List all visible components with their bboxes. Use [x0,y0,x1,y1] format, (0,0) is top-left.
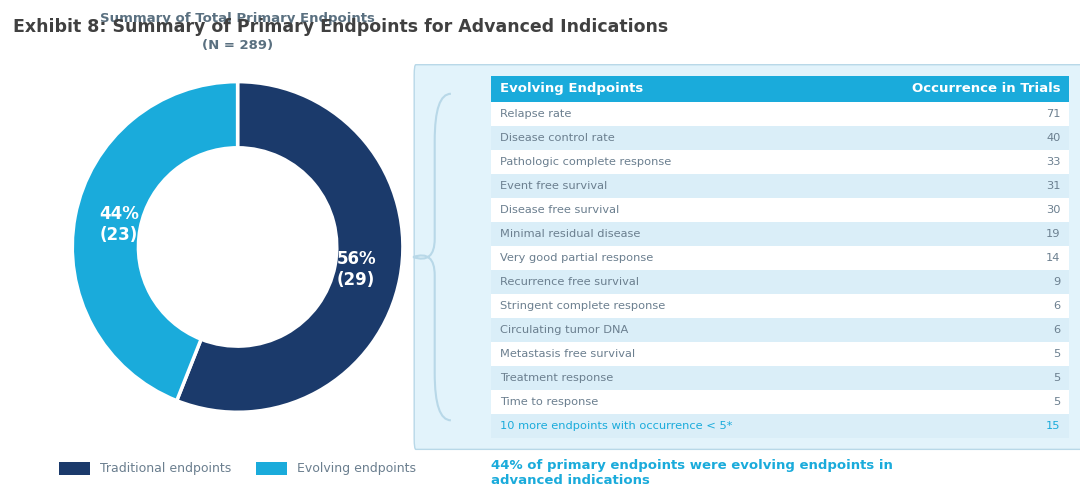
Bar [491,318,1069,342]
Bar [491,294,1069,318]
Text: 31: 31 [1047,181,1061,191]
Text: 44% of primary endpoints were evolving endpoints in
advanced indications: 44% of primary endpoints were evolving e… [491,459,893,487]
Text: Metastasis free survival: Metastasis free survival [500,349,635,359]
Text: Occurrence in Trials: Occurrence in Trials [912,82,1061,95]
Text: Very good partial response: Very good partial response [500,253,653,263]
Text: 19: 19 [1047,229,1061,239]
Text: 14: 14 [1047,253,1061,263]
Bar [491,414,1069,438]
Text: Disease free survival: Disease free survival [500,205,619,215]
Text: 6: 6 [1053,301,1061,311]
Wedge shape [72,82,238,401]
Text: 5: 5 [1053,373,1061,384]
Bar [491,198,1069,222]
Bar [491,342,1069,366]
Text: Evolving Endpoints: Evolving Endpoints [500,82,644,95]
Legend: Traditional endpoints, Evolving endpoints: Traditional endpoints, Evolving endpoint… [54,457,421,480]
Text: 9: 9 [1053,277,1061,287]
Text: Summary of Total Primary Endpoints: Summary of Total Primary Endpoints [100,12,375,25]
Bar [491,246,1069,270]
Text: Treatment response: Treatment response [500,373,613,384]
Text: 56%
(29): 56% (29) [336,250,376,289]
Text: Circulating tumor DNA: Circulating tumor DNA [500,325,629,335]
Text: Disease control rate: Disease control rate [500,133,615,143]
Text: Time to response: Time to response [500,397,598,407]
Text: 5: 5 [1053,349,1061,359]
Text: 5: 5 [1053,397,1061,407]
Bar [491,126,1069,150]
Text: 10 more endpoints with occurrence < 5*: 10 more endpoints with occurrence < 5* [500,421,732,431]
Bar [491,270,1069,294]
Text: (N = 289): (N = 289) [202,39,273,52]
Text: 33: 33 [1047,157,1061,167]
Text: Event free survival: Event free survival [500,181,607,191]
FancyBboxPatch shape [415,65,1080,450]
Text: 30: 30 [1047,205,1061,215]
Text: Minimal residual disease: Minimal residual disease [500,229,640,239]
Text: Recurrence free survival: Recurrence free survival [500,277,639,287]
Text: 44%
(23): 44% (23) [99,205,139,244]
FancyBboxPatch shape [491,76,1069,102]
Text: 6: 6 [1053,325,1061,335]
Text: Pathologic complete response: Pathologic complete response [500,157,672,167]
Wedge shape [177,82,403,412]
Bar [491,222,1069,246]
Bar [491,150,1069,174]
Bar [491,174,1069,198]
Bar [491,102,1069,126]
Bar [491,391,1069,414]
Text: 71: 71 [1047,109,1061,119]
Text: Relapse rate: Relapse rate [500,109,571,119]
Bar [491,366,1069,391]
Text: 15: 15 [1047,421,1061,431]
Text: Stringent complete response: Stringent complete response [500,301,665,311]
Text: Exhibit 8: Summary of Primary Endpoints for Advanced Indications: Exhibit 8: Summary of Primary Endpoints … [13,18,669,36]
Text: 40: 40 [1047,133,1061,143]
